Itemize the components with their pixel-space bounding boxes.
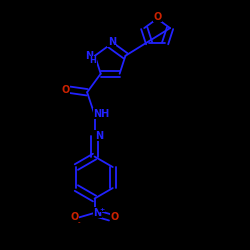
Text: O: O: [70, 212, 78, 222]
Text: NH: NH: [93, 109, 110, 119]
Text: O: O: [111, 212, 119, 222]
Text: H: H: [90, 56, 96, 65]
Text: O: O: [61, 85, 70, 95]
Text: +: +: [99, 207, 104, 212]
Text: N: N: [108, 37, 116, 47]
Text: N: N: [94, 208, 102, 218]
Text: N: N: [85, 51, 93, 61]
Text: -: -: [78, 220, 80, 225]
Text: O: O: [153, 12, 161, 22]
Text: N: N: [95, 130, 103, 140]
